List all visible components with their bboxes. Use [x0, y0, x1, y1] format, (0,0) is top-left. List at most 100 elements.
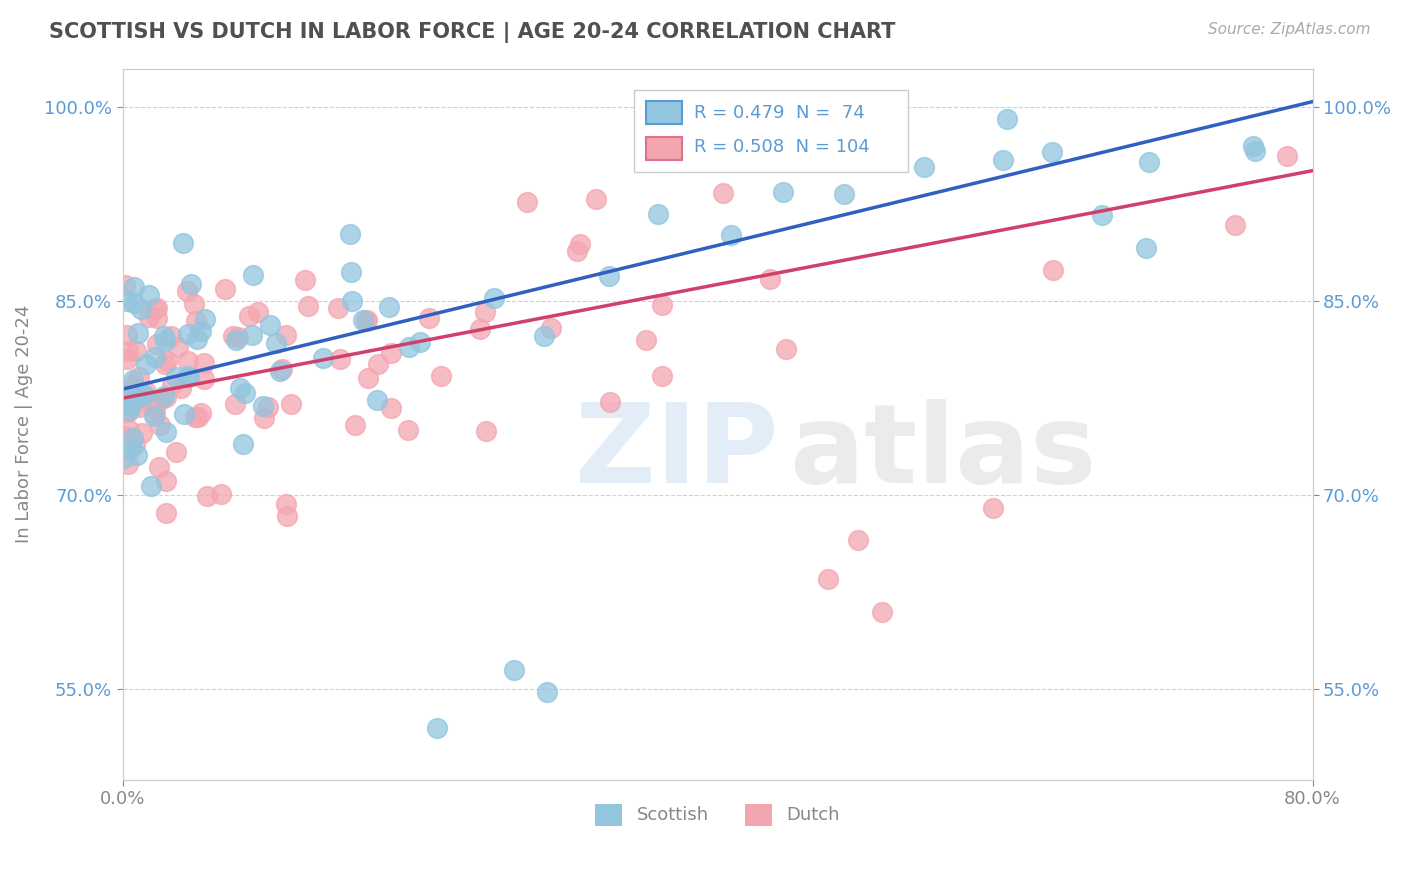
Point: [121, 373, 143, 387]
Point: [536, 684, 558, 698]
Point: [470, 322, 492, 336]
Point: [995, 112, 1018, 127]
Point: [112, 394, 135, 409]
Point: [132, 388, 155, 402]
Point: [117, 458, 139, 472]
Point: [114, 389, 136, 403]
Point: [134, 388, 156, 402]
Point: [264, 335, 287, 350]
Point: [817, 94, 839, 108]
Point: [160, 329, 183, 343]
Point: [187, 410, 209, 425]
Point: [233, 385, 256, 400]
Point: [585, 192, 607, 206]
Point: [225, 333, 247, 347]
Point: [367, 357, 389, 371]
Point: [131, 425, 153, 440]
Point: [183, 297, 205, 311]
Point: [120, 402, 142, 417]
Point: [120, 442, 142, 456]
Point: [270, 361, 292, 376]
Point: [115, 399, 138, 413]
Point: [991, 153, 1014, 167]
Point: [114, 405, 136, 419]
Point: [193, 356, 215, 370]
Point: [193, 311, 215, 326]
Point: [1275, 149, 1298, 163]
Point: [115, 327, 138, 342]
Point: [226, 330, 249, 344]
Point: [565, 244, 588, 259]
Point: [146, 301, 169, 316]
Y-axis label: In Labor Force | Age 20-24: In Labor Force | Age 20-24: [15, 305, 32, 543]
Point: [160, 377, 183, 392]
Point: [775, 342, 797, 356]
Point: [128, 400, 150, 414]
Point: [135, 357, 157, 371]
Point: [981, 501, 1004, 516]
Point: [482, 291, 505, 305]
Point: [115, 294, 138, 309]
Point: [190, 407, 212, 421]
Point: [184, 314, 207, 328]
Text: R = 0.508  N = 104: R = 0.508 N = 104: [693, 138, 869, 156]
Point: [165, 445, 187, 459]
Point: [118, 403, 141, 417]
Point: [118, 397, 141, 411]
Point: [142, 409, 165, 423]
Point: [122, 280, 145, 294]
Point: [153, 389, 176, 403]
Point: [122, 431, 145, 445]
Point: [214, 282, 236, 296]
Point: [114, 429, 136, 443]
Point: [124, 295, 146, 310]
Point: [125, 344, 148, 359]
Legend: Scottish, Dutch: Scottish, Dutch: [586, 795, 849, 835]
Point: [139, 479, 162, 493]
Point: [354, 314, 377, 328]
Point: [848, 533, 870, 548]
Point: [1135, 242, 1157, 256]
Point: [112, 387, 135, 401]
Point: [117, 405, 139, 419]
Point: [155, 390, 177, 404]
Point: [396, 424, 419, 438]
Point: [1040, 145, 1063, 160]
Point: [153, 334, 176, 348]
Point: [912, 160, 935, 174]
Point: [143, 350, 166, 364]
Point: [311, 351, 333, 365]
Point: [380, 345, 402, 359]
Point: [128, 391, 150, 405]
Point: [568, 237, 591, 252]
Point: [193, 372, 215, 386]
Point: [143, 302, 166, 317]
Point: [173, 407, 195, 421]
Point: [647, 207, 669, 221]
Point: [118, 424, 141, 438]
Point: [759, 272, 782, 286]
Point: [533, 329, 555, 343]
Point: [190, 324, 212, 338]
Point: [380, 401, 402, 416]
Point: [195, 489, 218, 503]
Point: [155, 474, 177, 488]
Point: [145, 310, 167, 325]
Point: [118, 398, 141, 412]
Point: [297, 299, 319, 313]
Point: [329, 351, 352, 366]
Point: [357, 371, 380, 385]
Point: [131, 302, 153, 317]
Point: [252, 399, 274, 413]
Point: [246, 305, 269, 319]
Point: [1137, 155, 1160, 169]
Point: [155, 506, 177, 520]
Point: [516, 195, 538, 210]
Point: [124, 436, 146, 450]
Point: [276, 508, 298, 523]
Point: [720, 227, 742, 242]
Point: [177, 369, 200, 384]
Point: [366, 392, 388, 407]
Point: [429, 369, 451, 384]
Point: [122, 377, 145, 392]
